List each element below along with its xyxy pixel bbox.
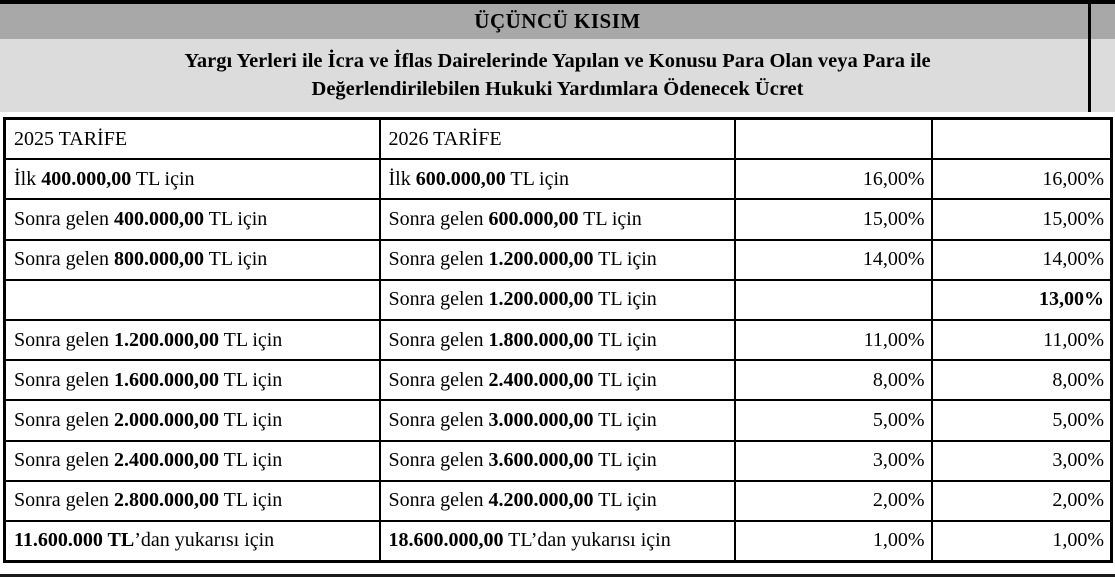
cell-2025-rate: 16,00% bbox=[733, 158, 933, 201]
column-header-2025: 2025 TARİFE bbox=[3, 117, 381, 161]
table-row: 11.600.000 TL’dan yukarısı için 18.600.00… bbox=[3, 519, 1113, 563]
cell-2025-label: Sonra gelen 1.200.000,00 TL için bbox=[3, 318, 381, 362]
cell-2026-label: 18.600.000,00 TL’dan yukarısı için bbox=[378, 519, 736, 563]
table-row: Sonra gelen 2.400.000,00 TL için Sonra ge… bbox=[3, 439, 1113, 482]
cell-2025-label: Sonra gelen 1.600.000,00 TL için bbox=[3, 359, 381, 402]
section-title-line-1: Yargı Yerleri ile İcra ve İflas Daireler… bbox=[184, 50, 931, 73]
cell-2025-rate: 1,00% bbox=[733, 519, 933, 563]
table-row: Sonra gelen 2.800.000,00 TL için Sonra ge… bbox=[3, 479, 1113, 522]
bottom-border-line bbox=[0, 574, 1115, 577]
section-kicker-band: ÜÇÜNCÜ KISIM bbox=[0, 4, 1115, 39]
cell-2025-label: 11.600.000 TL’dan yukarısı için bbox=[3, 519, 381, 563]
cell-2025-rate bbox=[733, 278, 933, 321]
cell-2026-rate: 16,00% bbox=[930, 158, 1113, 201]
table-header-row: 2025 TARİFE 2026 TARİFE bbox=[3, 117, 1113, 161]
cell-2025-rate: 8,00% bbox=[733, 359, 933, 402]
cell-2025-label: Sonra gelen 2.000.000,00 TL için bbox=[3, 399, 381, 442]
cell-2025-label: Sonra gelen 400.000,00 TL için bbox=[3, 198, 381, 241]
cell-2026-rate: 14,00% bbox=[930, 238, 1113, 281]
cell-2026-label: Sonra gelen 1.200.000,00 TL için bbox=[378, 278, 736, 321]
cell-2026-label: Sonra gelen 600.000,00 TL için bbox=[378, 198, 736, 241]
section-title-band: Yargı Yerleri ile İcra ve İflas Daireler… bbox=[0, 39, 1115, 112]
table-row: Sonra gelen 1.200.000,00 TL için Sonra ge… bbox=[3, 318, 1113, 362]
cell-2026-rate: 2,00% bbox=[930, 479, 1113, 522]
table-row: Sonra gelen 400.000,00 TL için Sonra gele… bbox=[3, 198, 1113, 241]
cell-2025-label: Sonra gelen 2.400.000,00 TL için bbox=[3, 439, 381, 482]
table-row: İlk 400.000,00 TL için İlk 600.000,00 TL … bbox=[3, 158, 1113, 201]
cell-2026-rate: 8,00% bbox=[930, 359, 1113, 402]
cell-2026-label: İlk 600.000,00 TL için bbox=[378, 158, 736, 201]
cell-2026-label: Sonra gelen 1.200.000,00 TL için bbox=[378, 238, 736, 281]
table-row: Sonra gelen 1.200.000,00 TL için 13,00% bbox=[3, 278, 1113, 321]
cell-2025-rate: 3,00% bbox=[733, 439, 933, 482]
cell-2025-rate: 5,00% bbox=[733, 399, 933, 442]
cell-2026-label: Sonra gelen 1.800.000,00 TL için bbox=[378, 318, 736, 362]
cell-2026-label: Sonra gelen 2.400.000,00 TL için bbox=[378, 359, 736, 402]
cell-2025-label: İlk 400.000,00 TL için bbox=[3, 158, 381, 201]
cell-2025-label: Sonra gelen 2.800.000,00 TL için bbox=[3, 479, 381, 522]
cell-2026-rate: 5,00% bbox=[930, 399, 1113, 442]
column-header-rate-2025 bbox=[733, 117, 933, 161]
tariff-table-body: 2025 TARİFE 2026 TARİFE İlk 400.000,00 T… bbox=[3, 117, 1113, 563]
cell-2026-label: Sonra gelen 4.200.000,00 TL için bbox=[378, 479, 736, 522]
table-row: Sonra gelen 800.000,00 TL için Sonra gele… bbox=[3, 238, 1113, 281]
table-row: Sonra gelen 2.000.000,00 TL için Sonra ge… bbox=[3, 399, 1113, 442]
table-row: Sonra gelen 1.600.000,00 TL için Sonra ge… bbox=[3, 359, 1113, 402]
tariff-table: 2025 TARİFE 2026 TARİFE İlk 400.000,00 T… bbox=[3, 117, 1113, 564]
cell-2026-label: Sonra gelen 3.000.000,00 TL için bbox=[378, 399, 736, 442]
cell-2026-rate: 15,00% bbox=[930, 198, 1113, 241]
column-header-rate-2026 bbox=[930, 117, 1113, 161]
cell-2025-label: Sonra gelen 800.000,00 TL için bbox=[3, 238, 381, 281]
header-right-border bbox=[1088, 0, 1091, 112]
cell-2026-rate: 11,00% bbox=[930, 318, 1113, 362]
section-title-line-2: Değerlendirilebilen Hukuki Yardımlara Öd… bbox=[311, 77, 804, 100]
cell-2025-rate: 15,00% bbox=[733, 198, 933, 241]
cell-2026-rate: 1,00% bbox=[930, 519, 1113, 563]
cell-2026-rate: 13,00% bbox=[930, 278, 1113, 321]
cell-2025-label bbox=[3, 278, 381, 321]
cell-2026-label: Sonra gelen 3.600.000,00 TL için bbox=[378, 439, 736, 482]
cell-2025-rate: 14,00% bbox=[733, 238, 933, 281]
cell-2026-rate: 3,00% bbox=[930, 439, 1113, 482]
cell-2025-rate: 11,00% bbox=[733, 318, 933, 362]
section-kicker: ÜÇÜNCÜ KISIM bbox=[474, 9, 641, 33]
cell-2025-rate: 2,00% bbox=[733, 479, 933, 522]
top-border-line bbox=[0, 0, 1115, 4]
column-header-2026: 2026 TARİFE bbox=[378, 117, 736, 161]
